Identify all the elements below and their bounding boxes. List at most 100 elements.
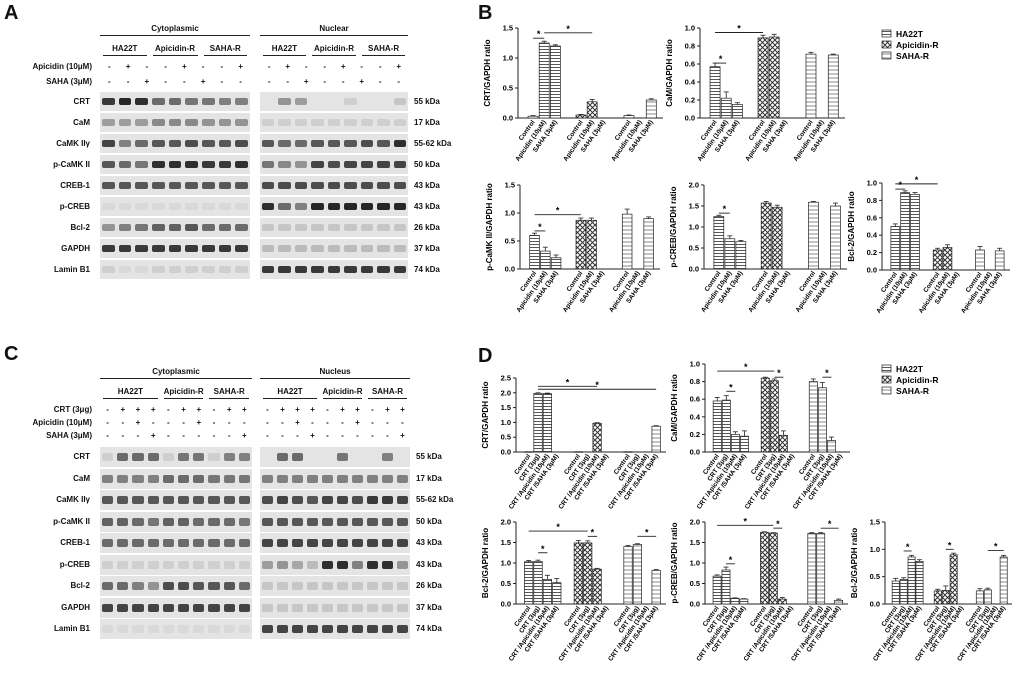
treatment-sign: + (303, 77, 309, 86)
treatment-sign: - (326, 431, 329, 440)
x-tick-label: Control (703, 270, 722, 293)
treatment-sign: - (266, 405, 269, 414)
significance-star: * (729, 555, 733, 565)
blot-band (277, 560, 288, 569)
treatment-sign: - (371, 431, 374, 440)
blot-band (292, 603, 303, 612)
blot-band (382, 582, 393, 590)
x-tick-label: SAHA (3μM) (714, 119, 741, 154)
x-tick-label: SAHA (3μM) (765, 270, 792, 305)
blot-band (152, 265, 165, 274)
blot-band (185, 265, 198, 274)
blot-band (327, 139, 341, 148)
treatment-sign: + (226, 405, 232, 414)
bar (975, 590, 984, 605)
blot-band (135, 265, 148, 274)
blot-band (382, 625, 393, 633)
group-line-c1 (152, 55, 198, 56)
blot-band (238, 539, 250, 547)
blot-band (208, 453, 220, 461)
x-tick-label: Control (798, 453, 817, 476)
blot-strip (100, 490, 252, 510)
blot-strip (100, 239, 250, 258)
x-tick-label: SAHA (3μM) (810, 119, 837, 154)
blot-band (294, 265, 308, 274)
blot-band (294, 97, 308, 106)
band-label: p-CREB (59, 559, 90, 569)
blot-band (322, 539, 333, 547)
y-tick-label: 1.5 (689, 202, 699, 211)
blot-band (235, 97, 248, 106)
treatment-sign: - (341, 431, 344, 440)
y-tick-label: 0.0 (689, 265, 699, 274)
significance-star: * (744, 362, 748, 372)
x-tick-label: Apicidin (10μM) (918, 271, 951, 315)
band-label: GAPDH (61, 602, 90, 612)
treatment-sign: - (304, 62, 308, 71)
blot-band (307, 517, 318, 526)
x-tick-label: CRT /Apicidin (10μM) (558, 453, 601, 511)
blot-strip (100, 597, 252, 618)
group-label-c2: SAHA-R (213, 387, 245, 396)
blot-band (352, 539, 363, 547)
blot-band (162, 603, 174, 612)
treatment-sign: + (238, 62, 243, 71)
blot-band (117, 453, 129, 461)
bar (527, 115, 539, 119)
blot-strip (100, 447, 252, 467)
blot-band (292, 560, 303, 569)
blot-band (397, 625, 408, 633)
blot-band (132, 625, 144, 633)
blot-strip (260, 218, 408, 237)
bar (808, 381, 818, 453)
blot-band (311, 139, 324, 148)
treatment-sign: + (135, 418, 141, 427)
x-tick-label: Control (749, 605, 768, 628)
blot-strip (260, 176, 408, 195)
blot-band (367, 603, 378, 612)
blot-band (132, 603, 144, 612)
kda-label: 43 kDa (414, 201, 440, 211)
y-tick-label: 1.0 (501, 559, 511, 568)
x-tick-label: SAHA (3μM) (976, 271, 1003, 306)
y-axis-label: CaM/GAPDH ratio (665, 39, 674, 107)
blot-band (262, 223, 275, 232)
blot-band (235, 181, 248, 190)
kda-label: 37 kDa (416, 602, 442, 612)
bar (583, 542, 593, 605)
chart-D2: 0.0 0.2 0.4 0.6 0.8 1.0 CaM/GAPDH ratio Control… (670, 360, 850, 511)
bar (586, 219, 597, 270)
group-line-c0 (103, 398, 158, 399)
bar (777, 598, 787, 605)
blot-strip (260, 490, 410, 510)
y-tick-label: 0.0 (685, 114, 695, 123)
blot-strip (100, 176, 250, 195)
blot-band (218, 139, 232, 148)
blot-band (162, 582, 174, 590)
blot-band (337, 603, 348, 612)
blot-band (202, 118, 215, 127)
x-tick-label: CRT /SAHA (3μM) (758, 605, 795, 653)
blot-band (344, 181, 357, 190)
bar (817, 387, 827, 453)
blot-band (262, 539, 273, 547)
legend-swatch (881, 375, 892, 384)
blot-strip (100, 113, 250, 132)
blot-band (135, 244, 148, 253)
x-tick-label: Control (563, 605, 582, 628)
x-tick-label: Control (700, 119, 719, 142)
x-tick-label: SAHA (3μM) (533, 270, 560, 305)
blot-band (147, 517, 159, 526)
y-tick-label: 0.0 (690, 600, 700, 609)
bar (769, 380, 779, 453)
bar (542, 393, 552, 453)
bar (720, 97, 732, 119)
significance-star: * (729, 382, 733, 392)
blot-band (393, 202, 406, 211)
blot-band (262, 560, 273, 569)
blot-band (292, 582, 303, 590)
significance-star: * (825, 368, 829, 378)
x-tick-label: Apicidin (10μM) (875, 271, 908, 315)
kda-label: 55-62 kDa (416, 495, 454, 504)
bar (623, 451, 633, 453)
